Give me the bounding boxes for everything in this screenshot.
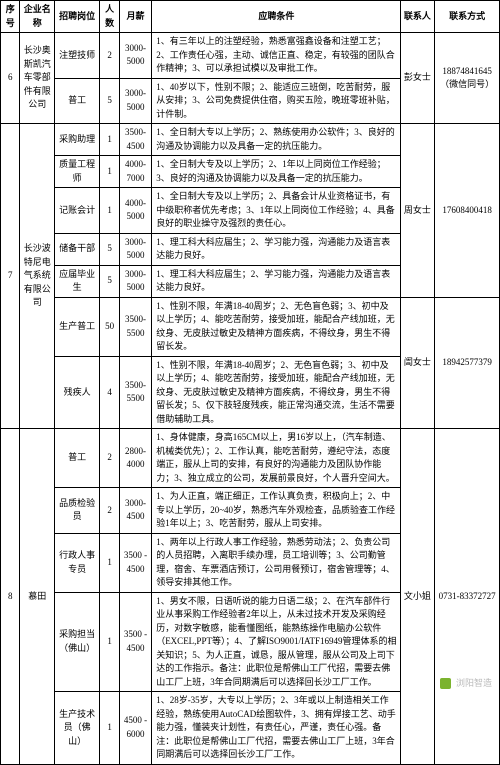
cell-count: 1 [100, 124, 119, 156]
cell-position: 普工 [55, 429, 100, 488]
cell-salary: 4500 - 6000 [119, 692, 151, 765]
cell-contact: 彭女士 [400, 33, 435, 124]
table-body: 6 长沙奥斯凯汽车零部件有限公司 注塑技师 2 3000-5000 1、有三年以… [1, 33, 500, 765]
wechat-icon [440, 678, 451, 689]
cell-req: 1、性别不限，年满18-40周岁；2、无色盲色弱；3、初中及以上学历；4、能吃苦… [152, 356, 400, 429]
header-company: 企业名称 [20, 1, 55, 33]
cell-count: 5 [100, 78, 119, 124]
cell-req: 1、为人正直，端正细正，工作认真负责，积极向上；2、中专以上学历，20~40岁，… [152, 488, 400, 534]
cell-salary: 4000-7000 [119, 156, 151, 188]
cell-count: 5 [100, 265, 119, 297]
cell-salary: 3500 - 4500 [119, 533, 151, 592]
watermark-text: 浏阳智造 [456, 678, 492, 688]
cell-position: 普工 [55, 78, 100, 124]
cell-position: 行政人事专员 [55, 533, 100, 592]
cell-count: 1 [100, 592, 119, 692]
cell-count: 4 [100, 356, 119, 429]
cell-position: 生产技术员（佛山） [55, 692, 100, 765]
cell-req: 1、理工科大科应届生；2、学习能力强，沟通能力及语言表达能力良好。 [152, 233, 400, 265]
cell-count: 5 [100, 233, 119, 265]
cell-req: 1、理工科大科应届生；2、学习能力强，沟通能力及语言表达能力良好。 [152, 265, 400, 297]
cell-salary: 3000-4500 [119, 488, 151, 534]
cell-req: 1、全日制大专以上学历；2、熟练使用办公软件；3、良好的沟通及协调能力以及具备一… [152, 124, 400, 156]
cell-count: 2 [100, 488, 119, 534]
cell-req: 1、全日制大专及以上学历；2、具备会计从业资格证书，有中级职称者优先考虑；3、1… [152, 188, 400, 234]
cell-req: 1、两年以上行政人事工作经验，熟悉劳动法；2、负责公司的人员招聘，入离职手续办理… [152, 533, 400, 592]
cell-salary: 3000-5000 [119, 78, 151, 124]
cell-contact: 訚女士 [400, 297, 435, 429]
cell-salary: 3000-5000 [119, 265, 151, 297]
cell-company: 慕田 [20, 429, 55, 765]
cell-salary: 3500 - 4500 [119, 592, 151, 692]
header-count: 人数 [100, 1, 119, 33]
header-requirements: 应聘条件 [152, 1, 400, 33]
cell-count: 50 [100, 297, 119, 356]
cell-phone: 18942577379 [435, 297, 500, 429]
cell-contact: 周女士 [400, 124, 435, 298]
header-position: 招聘岗位 [55, 1, 100, 33]
cell-position: 品质检验员 [55, 488, 100, 534]
cell-req: 1、28岁-35岁，大专以上学历；2、3年或以上制造相关工作经验，熟练使用Aut… [152, 692, 400, 765]
header-salary: 月薪 [119, 1, 151, 33]
cell-count: 1 [100, 188, 119, 234]
cell-req: 1、男女不限，日语听说的能力日语二级；2、在汽车部件行业从事采购工作经验者2年以… [152, 592, 400, 692]
cell-count: 1 [100, 692, 119, 765]
cell-position: 采购助理 [55, 124, 100, 156]
cell-salary: 2800-4000 [119, 429, 151, 488]
cell-req: 1、40岁以下，性别不限；2、能适应三班倒，吃苦耐劳，服从安排；3、公司免费提供… [152, 78, 400, 124]
cell-salary: 3500-4500 [119, 124, 151, 156]
cell-count: 1 [100, 156, 119, 188]
watermark: 浏阳智造 [440, 676, 492, 689]
cell-position: 储备干部 [55, 233, 100, 265]
cell-count: 2 [100, 429, 119, 488]
cell-seq: 6 [1, 33, 20, 124]
cell-count: 2 [100, 33, 119, 79]
cell-company: 长沙波特尼电气系统有限公司 [20, 124, 55, 429]
cell-salary: 3500-5500 [119, 356, 151, 429]
cell-req: 1、全日制大专及以上学历；2、1年以上同岗位工作经验；3、良好的沟通及协调能力以… [152, 156, 400, 188]
header-phone: 联系方式 [435, 1, 500, 33]
cell-salary: 3000-5000 [119, 33, 151, 79]
cell-position: 记账会计 [55, 188, 100, 234]
cell-count: 1 [100, 533, 119, 592]
header-seq: 序号 [1, 1, 20, 33]
cell-position: 采购担当（佛山） [55, 592, 100, 692]
cell-req: 1、性别不限，年满18-40周岁；2、无色盲色弱；3、初中及以上学历；4、能吃苦… [152, 297, 400, 356]
cell-salary: 3500-5500 [119, 297, 151, 356]
cell-salary: 3000-5000 [119, 233, 151, 265]
cell-contact: 文小姐 [400, 429, 435, 765]
cell-seq: 8 [1, 429, 20, 765]
cell-position: 质量工程师 [55, 156, 100, 188]
cell-position: 残疾人 [55, 356, 100, 429]
cell-req: 1、身体健康，身高165CM以上，男16岁以上，（汽车制造、机械类优先）；2、工… [152, 429, 400, 488]
cell-phone: 18874841645（微信同号） [435, 33, 500, 124]
header-contact: 联系人 [400, 1, 435, 33]
cell-position: 生产普工 [55, 297, 100, 356]
cell-position: 应届毕业生 [55, 265, 100, 297]
cell-salary: 4000-5000 [119, 188, 151, 234]
recruitment-table: 序号 企业名称 招聘岗位 人数 月薪 应聘条件 联系人 联系方式 6 长沙奥斯凯… [0, 0, 500, 765]
cell-position: 注塑技师 [55, 33, 100, 79]
cell-phone: 17608400418 [435, 124, 500, 298]
cell-phone: 0731-83372727 [435, 429, 500, 765]
cell-req: 1、有三年以上的注塑经验，熟悉富强鑫设备和注塑工艺；2、工作责任心强，主动、诚信… [152, 33, 400, 79]
cell-company: 长沙奥斯凯汽车零部件有限公司 [20, 33, 55, 124]
cell-seq: 7 [1, 124, 20, 429]
